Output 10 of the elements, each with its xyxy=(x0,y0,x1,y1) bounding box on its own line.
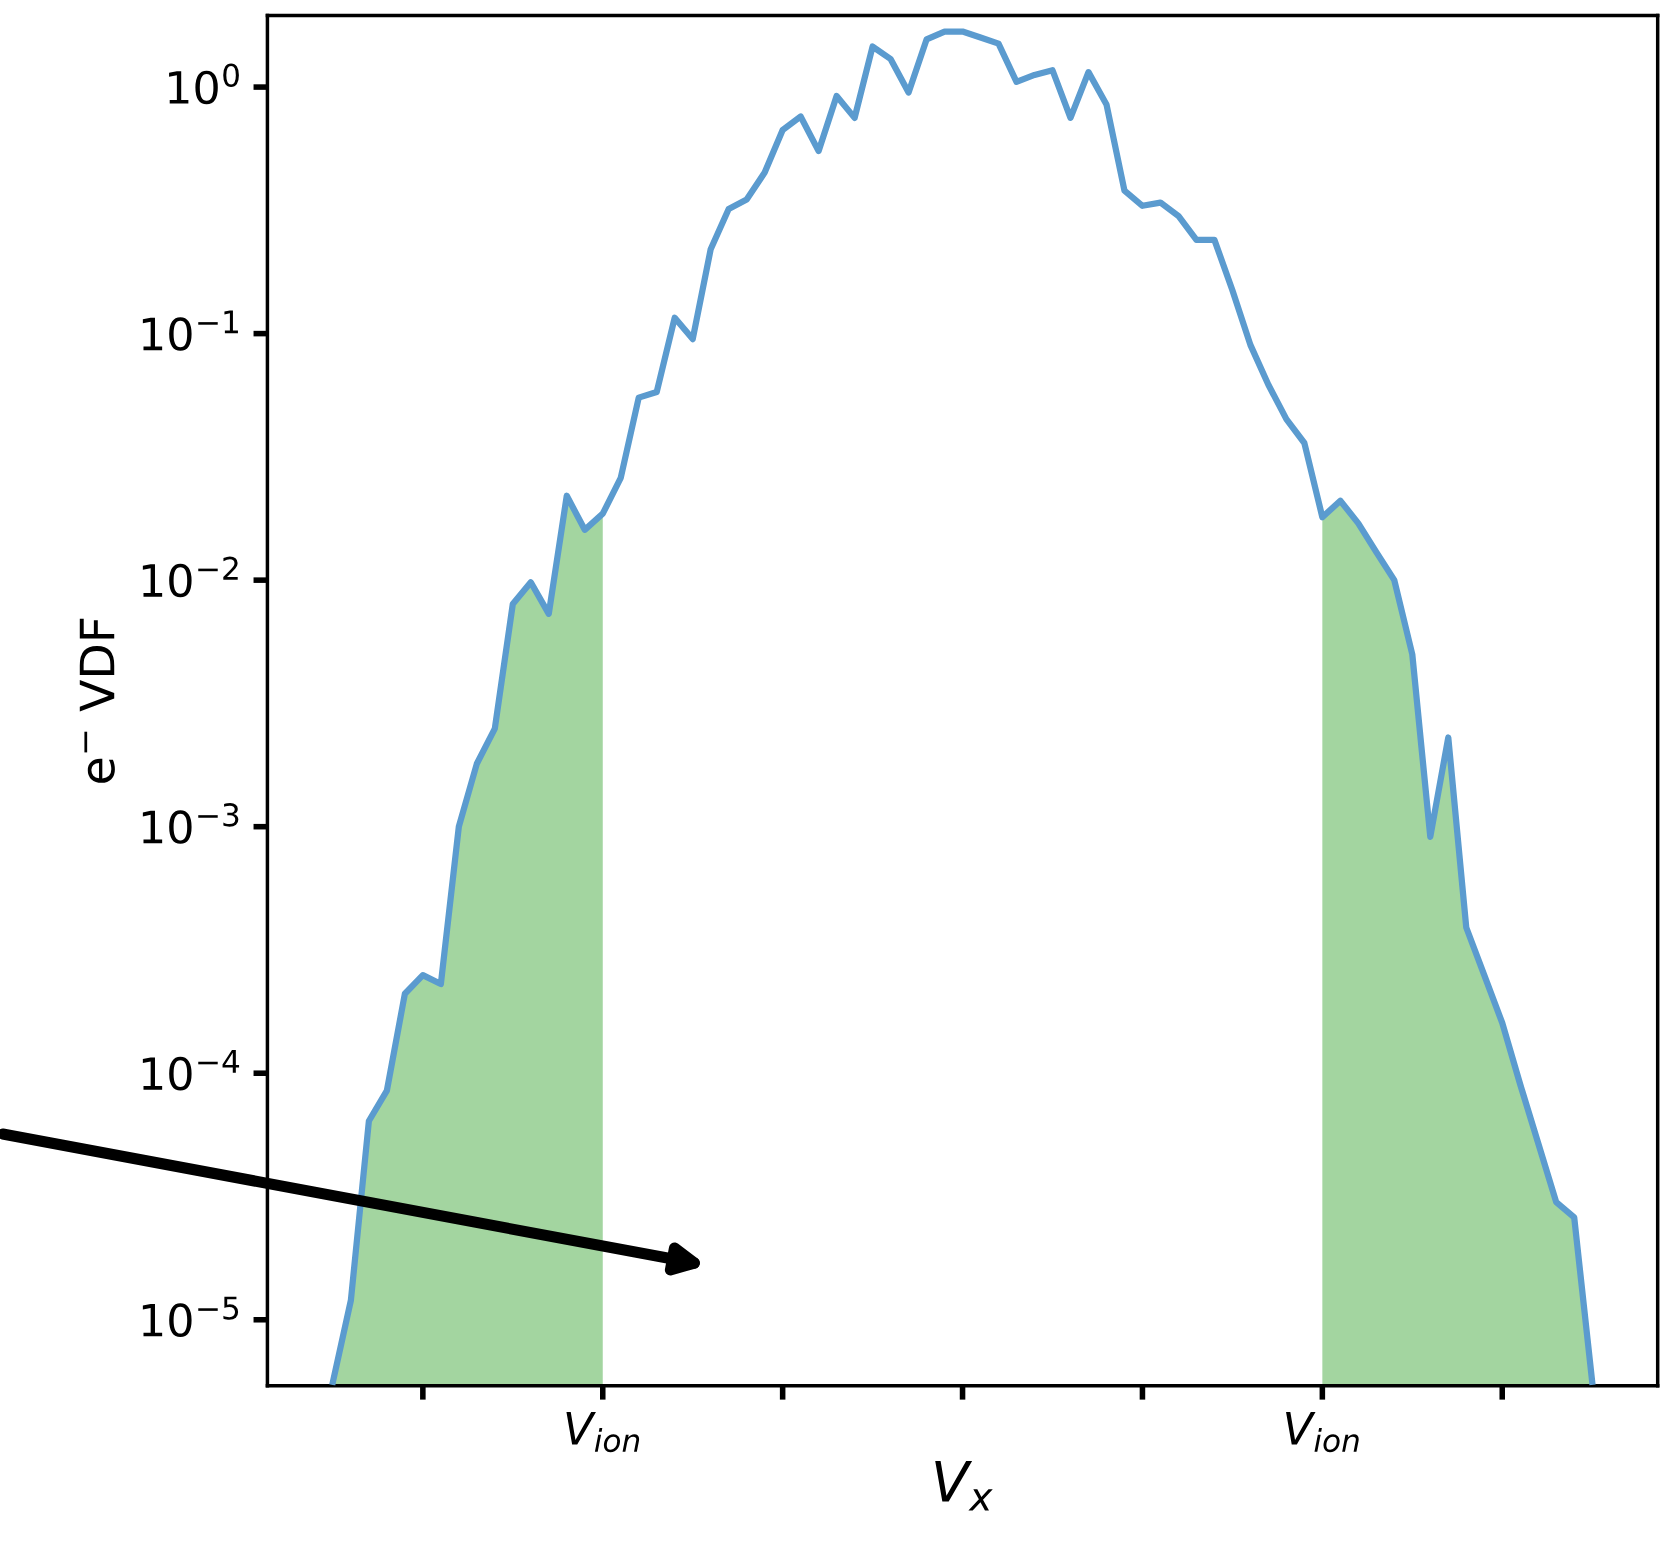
y-tick-label: 10$^{−1}$ xyxy=(142,310,238,351)
x-tick-label: V$_{ion}$ xyxy=(566,1412,640,1453)
y-tick-label: 10$^{−3}$ xyxy=(142,803,239,844)
x-tick-label: V$_{ion}$ xyxy=(1286,1412,1359,1453)
y-tick-label: 10$^{−2}$ xyxy=(142,556,238,598)
y-tick-label: 10$^{0}$ xyxy=(169,63,239,105)
y-tick-label: 10$^{−4}$ xyxy=(142,1050,240,1091)
y-axis-title: e$^{−}$ VDF xyxy=(79,618,115,783)
x-axis-title: V$_{x}$ xyxy=(935,1460,993,1511)
y-tick-label: 10$^{−5}$ xyxy=(142,1296,239,1337)
